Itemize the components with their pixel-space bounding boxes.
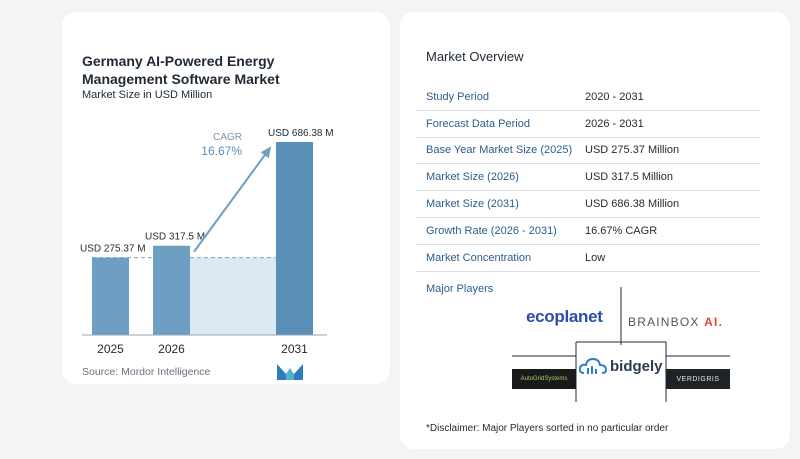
table-row: Market Size (2031) USD 686.38 Million: [416, 191, 760, 218]
x-tick-2031: 2031: [281, 342, 308, 356]
overview-table: Study Period 2020 - 2031 Forecast Data P…: [416, 84, 760, 272]
row-value: 2026 - 2031: [585, 117, 644, 130]
player-logo-grid: [512, 287, 730, 402]
mordor-logo-icon: [277, 364, 303, 380]
row-value: USD 275.37 Million: [585, 144, 680, 157]
bidgely-logo-text: bidgely: [610, 357, 663, 375]
bar-2025: [92, 257, 129, 335]
verdigris-logo: VERDIGRIS: [666, 369, 730, 389]
table-row: Base Year Market Size (2025) USD 275.37 …: [416, 138, 760, 165]
bar-2031: [276, 142, 313, 335]
chart-title: Germany AI-Powered Energy Management Sof…: [82, 53, 280, 87]
chart-subtitle: Market Size in USD Million: [82, 89, 213, 101]
table-row: Study Period 2020 - 2031: [416, 84, 760, 111]
data-label-2026: USD 317.5 M: [145, 232, 205, 243]
market-overview-card: Market Overview Study Period 2020 - 2031…: [400, 12, 790, 449]
row-value: Low: [585, 251, 606, 264]
brainbox-logo-ai: AI.: [704, 315, 724, 329]
x-tick-2025: 2025: [97, 342, 124, 356]
row-label: Growth Rate (2026 - 2031): [426, 224, 557, 237]
bidgely-cloud-icon: [578, 357, 608, 374]
cagr-label: CAGR: [213, 132, 242, 143]
bidgely-logo: bidgely: [578, 355, 663, 377]
brainbox-ai-logo: BRAINBOX AI.: [628, 315, 723, 329]
table-row: Market Concentration Low: [416, 245, 760, 272]
market-size-card: USD 275.37 M USD 317.5 M USD 686.38 M 2025…: [62, 12, 390, 384]
row-label: Forecast Data Period: [426, 117, 530, 130]
growth-band: [190, 257, 276, 335]
cagr-arrow: [193, 147, 271, 253]
row-label: Market Size (2031): [426, 198, 519, 211]
row-label: Market Size (2026): [426, 171, 519, 184]
row-label: Market Concentration: [426, 251, 532, 264]
source-note: Source: Mordor Intelligence: [82, 366, 211, 378]
table-row: Forecast Data Period 2026 - 2031: [416, 111, 760, 138]
table-row: Growth Rate (2026 - 2031) 16.67% CAGR: [416, 218, 760, 245]
ecoplanet-logo: ecoplanet: [526, 307, 603, 326]
disclaimer-note: *Disclaimer: Major Players sorted in no …: [426, 423, 669, 434]
major-players-title: Major Players: [426, 283, 494, 295]
row-value: USD 686.38 Million: [585, 198, 680, 211]
table-row: Market Size (2026) USD 317.5 Million: [416, 164, 760, 192]
brainbox-logo-text: BRAINBOX: [628, 315, 700, 329]
row-value: 2020 - 2031: [585, 90, 644, 103]
row-value: 16.67% CAGR: [585, 224, 658, 237]
row-label: Study Period: [426, 90, 489, 103]
bar-2026: [153, 245, 190, 335]
x-tick-2026: 2026: [158, 342, 185, 356]
cagr-value: 16.67%: [201, 144, 242, 158]
row-label: Base Year Market Size (2025): [426, 144, 573, 157]
data-label-2031: USD 686.38 M: [268, 128, 334, 139]
cagr-arrow-head: [260, 146, 272, 159]
overview-title: Market Overview: [426, 49, 524, 64]
autogrid-logo: AutoGridSystems: [512, 369, 576, 389]
data-label-2025: USD 275.37 M: [80, 244, 146, 255]
row-value: USD 317.5 Million: [585, 171, 674, 184]
